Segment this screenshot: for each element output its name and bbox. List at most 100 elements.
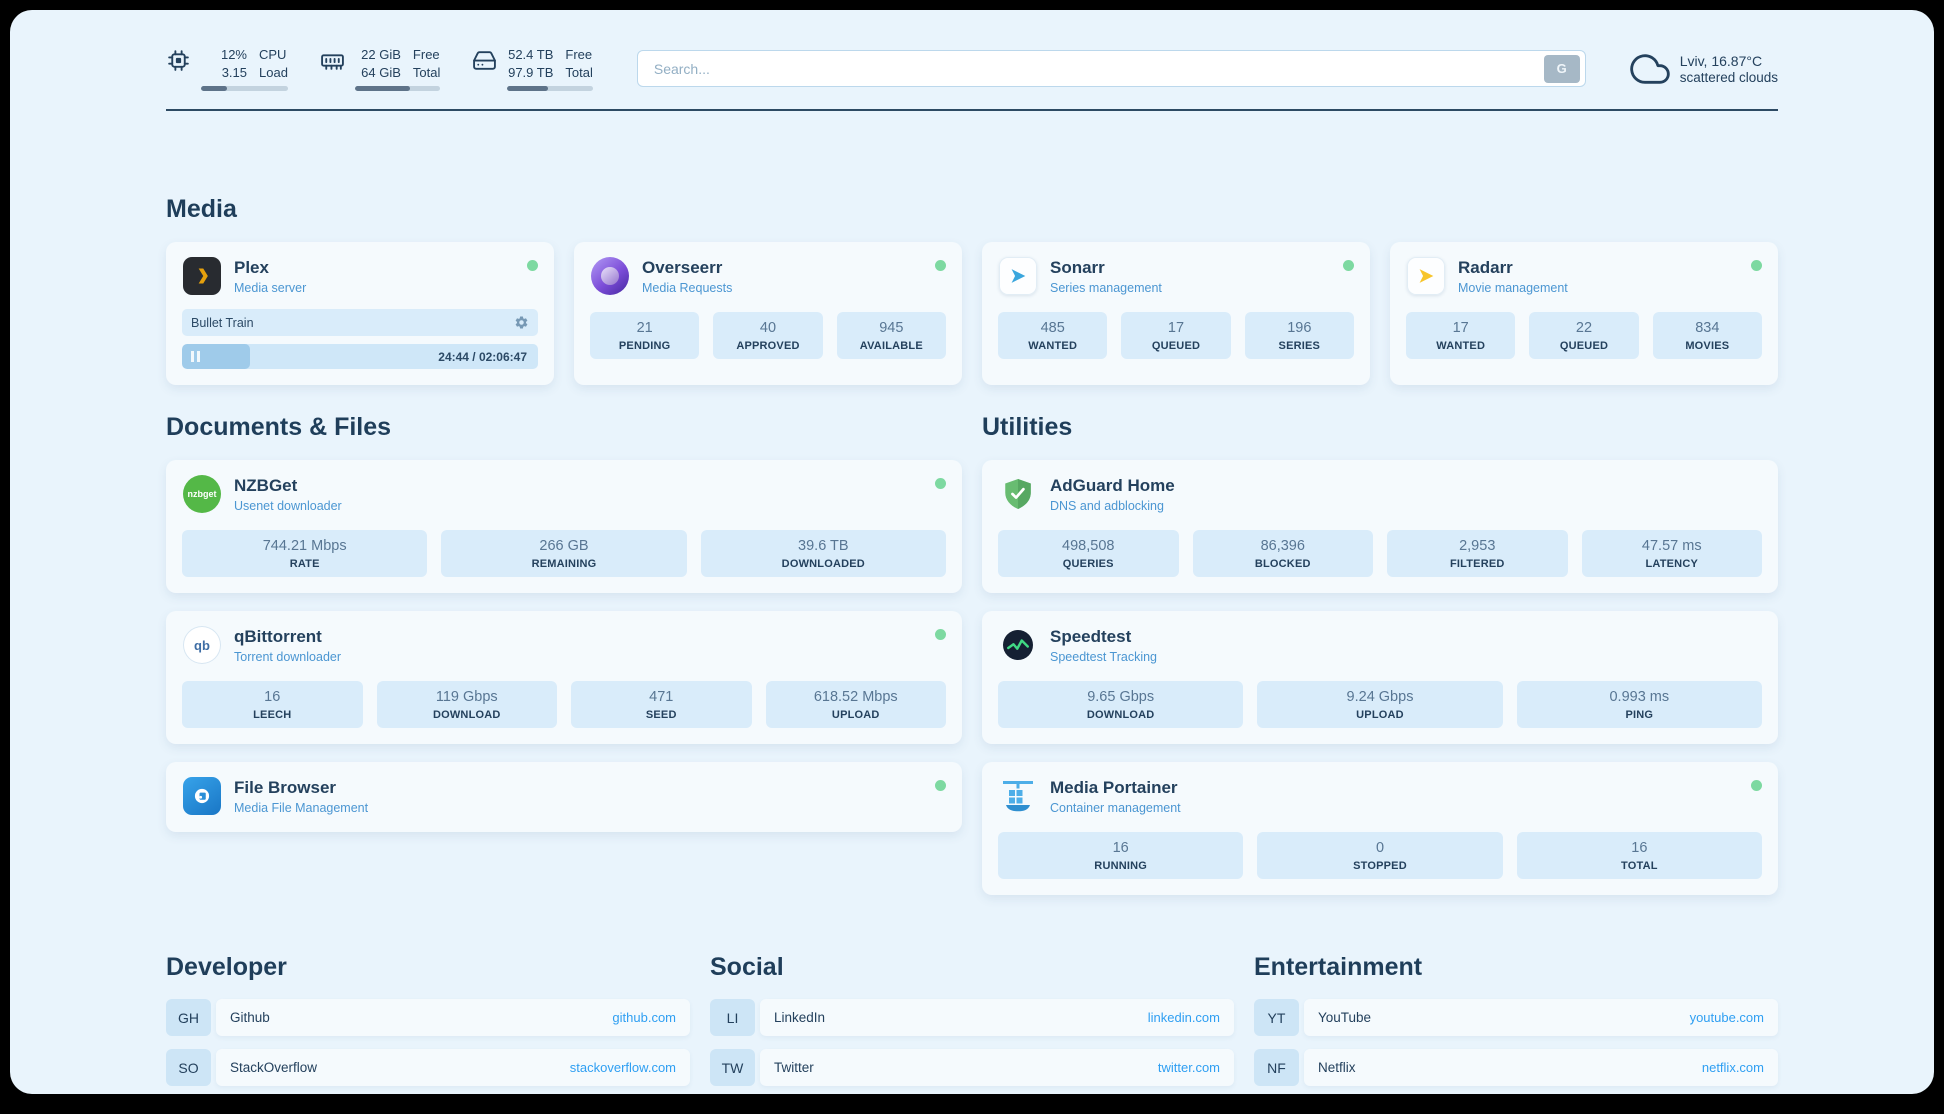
app-card-speedtest[interactable]: Speedtest Speedtest Tracking 9.65 Gbps D… <box>982 611 1778 745</box>
app-subtitle: Media Requests <box>642 280 733 295</box>
bookmark-url[interactable]: linkedin.com <box>1147 1010 1220 1026</box>
app-subtitle: Series management <box>1050 280 1162 295</box>
entertainment-title: Entertainment <box>1254 953 1423 982</box>
stat-download: 9.65 Gbps DOWNLOAD <box>998 681 1244 729</box>
status-dot <box>1751 260 1762 272</box>
status-dot <box>935 260 946 272</box>
app-card-portainer[interactable]: Media Portainer Container management 16 … <box>982 762 1778 896</box>
now-playing-title: Bullet Train <box>191 315 254 330</box>
playback-progress-bar[interactable]: 24:44 / 02:06:47 <box>182 344 538 370</box>
app-card-plex[interactable]: Plex Media server Bullet Train <box>166 242 554 386</box>
cpu-usage-value: 12% <box>220 47 247 62</box>
bookmark-name: LinkedIn <box>774 1010 826 1026</box>
stat-pending: 21 PENDING <box>590 312 700 360</box>
bookmarks-section: Developer GH Github github.com SO StackO… <box>166 953 1778 1094</box>
bookmark-url[interactable]: youtube.com <box>1689 1010 1764 1026</box>
stat-remaining: 266 GB REMAINING <box>441 530 687 578</box>
adguard-icon <box>998 474 1038 514</box>
bookmark-pill: Github github.com <box>216 999 690 1037</box>
bookmark-pill: YouTube youtube.com <box>1304 999 1778 1037</box>
now-playing-row: Bullet Train <box>182 309 538 337</box>
stat-stopped: 0 STOPPED <box>1257 832 1503 880</box>
stat-approved: 40 APPROVED <box>713 312 823 360</box>
app-subtitle: Movie management <box>1458 280 1568 295</box>
overseerr-icon <box>590 256 630 296</box>
disk-widget: 52.4 TB 97.9 TB Free Total <box>472 46 593 92</box>
topbar: 12% 3.15 CPU Load <box>166 10 1778 92</box>
bookmark-name: Github <box>230 1010 270 1026</box>
bookmark-twitter[interactable]: TW Twitter twitter.com <box>710 1049 1234 1087</box>
topbar-divider <box>166 109 1778 112</box>
portainer-icon <box>998 776 1038 816</box>
stat-filtered: 2,953 FILTERED <box>1387 530 1568 578</box>
bookmark-url[interactable]: twitter.com <box>1157 1060 1220 1076</box>
stat-downloaded: 39.6 TB DOWNLOADED <box>700 530 946 578</box>
nzbget-icon: nzbget <box>182 474 222 514</box>
documents-section: Documents & Files nzbget NZBGet Usenet d… <box>166 413 962 833</box>
stat-rate: 744.21 Mbps RATE <box>182 530 428 578</box>
app-card-adguard[interactable]: AdGuard Home DNS and adblocking 498,508 … <box>982 460 1778 594</box>
cloud-icon <box>1629 49 1670 89</box>
stat-series: 196 SERIES <box>1244 312 1354 360</box>
bookmark-group-developer: Developer GH Github github.com SO StackO… <box>166 953 690 1094</box>
status-dot <box>1343 260 1354 272</box>
status-dot <box>935 478 946 490</box>
plex-icon <box>182 256 222 296</box>
filebrowser-icon <box>182 776 222 816</box>
gear-icon[interactable] <box>514 315 529 330</box>
disk-free-value: 52.4 TB <box>508 47 554 62</box>
bookmark-name: StackOverflow <box>230 1060 318 1076</box>
app-card-radarr[interactable]: Radarr Movie management 17 WANTED 22 QUE… <box>1390 242 1778 386</box>
ram-free-label: Free <box>412 47 440 62</box>
bookmark-url[interactable]: netflix.com <box>1701 1060 1764 1076</box>
cpu-widget: 12% 3.15 CPU Load <box>166 46 288 92</box>
stat-queued: 17 QUEUED <box>1121 312 1231 360</box>
search-input[interactable] <box>651 59 1544 78</box>
bookmark-abbr-badge: TW <box>710 1049 755 1087</box>
bookmark-linkedin[interactable]: LI LinkedIn linkedin.com <box>710 999 1234 1037</box>
app-subtitle: Usenet downloader <box>234 498 342 513</box>
app-subtitle: Media server <box>234 280 307 295</box>
stat-running: 16 RUNNING <box>998 832 1244 880</box>
cpu-icon <box>166 46 191 91</box>
bookmark-github[interactable]: GH Github github.com <box>166 999 690 1037</box>
bookmark-youtube[interactable]: YT YouTube youtube.com <box>1254 999 1778 1037</box>
bookmark-pill: Netflix netflix.com <box>1304 1049 1778 1087</box>
app-card-filebrowser[interactable]: File Browser Media File Management <box>166 762 962 833</box>
documents-section-title: Documents & Files <box>166 413 392 442</box>
app-card-qbittorrent[interactable]: qb qBittorrent Torrent downloader 16 LEE… <box>166 611 962 745</box>
ram-total-label: Total <box>412 64 441 80</box>
bookmark-pill: Twitter twitter.com <box>760 1049 1234 1087</box>
bookmark-stackoverflow[interactable]: SO StackOverflow stackoverflow.com <box>166 1049 690 1087</box>
bookmark-pill: StackOverflow stackoverflow.com <box>216 1049 690 1087</box>
weather-condition: scattered clouds <box>1679 69 1778 85</box>
stat-download: 119 Gbps DOWNLOAD <box>376 681 557 729</box>
playback-time: 24:44 / 02:06:47 <box>438 349 527 364</box>
google-search-button[interactable]: G <box>1543 54 1580 83</box>
qbittorrent-icon: qb <box>182 625 222 665</box>
app-subtitle: Media File Management <box>234 800 369 815</box>
app-name: Overseerr <box>642 257 723 277</box>
stat-upload: 9.24 Gbps UPLOAD <box>1257 681 1503 729</box>
bookmark-url[interactable]: github.com <box>612 1010 676 1026</box>
ram-total-value: 64 GiB <box>361 64 401 80</box>
bookmark-pill: LinkedIn linkedin.com <box>760 999 1234 1037</box>
stat-wanted: 485 WANTED <box>998 312 1108 360</box>
app-name: Plex <box>234 257 269 277</box>
bookmark-abbr-badge: NF <box>1254 1049 1299 1087</box>
stat-leech: 16 LEECH <box>182 681 363 729</box>
app-card-nzbget[interactable]: nzbget NZBGet Usenet downloader 744.21 M… <box>166 460 962 594</box>
cpu-load-label: Load <box>259 64 288 80</box>
ram-progress-bar <box>354 86 441 92</box>
stat-wanted: 17 WANTED <box>1406 312 1516 360</box>
app-subtitle: Container management <box>1050 800 1181 815</box>
bookmark-netflix[interactable]: NF Netflix netflix.com <box>1254 1049 1778 1087</box>
bookmark-abbr-badge: GH <box>166 999 211 1037</box>
app-card-overseerr[interactable]: Overseerr Media Requests 21 PENDING 40 A… <box>574 242 962 386</box>
bookmark-abbr-badge: LI <box>710 999 755 1037</box>
app-card-sonarr[interactable]: Sonarr Series management 485 WANTED 17 Q… <box>982 242 1370 386</box>
bookmark-url[interactable]: stackoverflow.com <box>569 1060 676 1076</box>
dashboard-page: 12% 3.15 CPU Load <box>10 10 1934 1094</box>
app-subtitle: DNS and adblocking <box>1050 498 1164 513</box>
pause-icon[interactable] <box>191 351 200 363</box>
